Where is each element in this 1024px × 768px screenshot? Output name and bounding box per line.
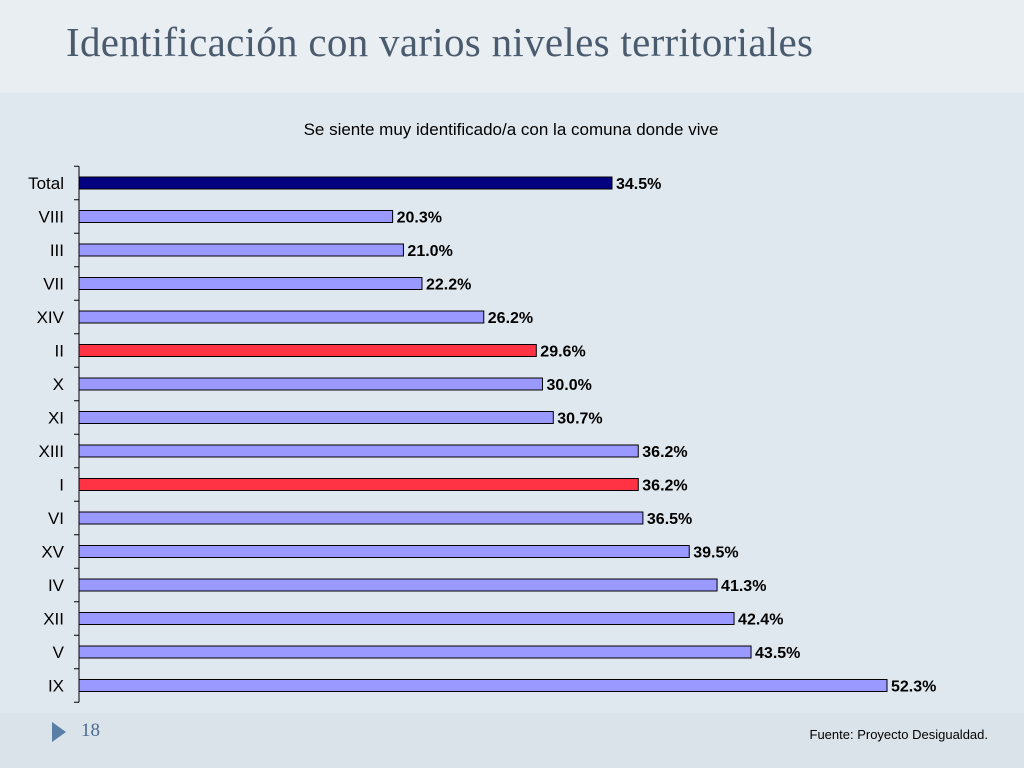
value-label: 34.5% [616,176,661,193]
category-label: IV [48,576,65,595]
category-label: VIII [38,208,64,227]
chart-axis [74,165,80,703]
value-label: 36.5% [647,511,692,528]
bar [78,176,613,190]
bar [78,511,644,525]
category-label: II [55,342,64,361]
category-label: XV [41,543,64,562]
category-label: XII [43,610,64,629]
bar [78,377,543,391]
bar [78,210,394,223]
footer-strip [0,713,1024,768]
chart-title: Se siente muy identificado/a con la comu… [304,120,719,139]
value-label: 36.2% [642,444,687,461]
category-label: III [50,241,64,260]
category-label: XI [48,409,64,428]
bar [78,411,554,424]
category-label: V [53,643,65,662]
bar [78,578,718,592]
title-band [0,0,1024,93]
bar [78,444,639,458]
category-label: VI [48,509,64,528]
bar [78,243,404,257]
value-label: 26.2% [488,310,533,327]
value-label: 29.6% [540,344,585,361]
category-label: IX [48,677,64,696]
value-label: 36.2% [642,478,687,495]
source-note: Fuente: Proyecto Desigualdad. [809,727,989,742]
bar [78,344,537,357]
value-label: 30.0% [546,377,591,394]
bar [78,612,735,625]
page-number: 18 [81,720,100,741]
chart-bars: Total 34.5%VIII 20.3%III 21.0%VII 22.2%XIV 26… [28,174,936,696]
category-label: I [59,476,64,495]
bar [78,545,690,558]
value-label: 30.7% [557,411,602,428]
value-label: 20.3% [397,210,442,227]
value-label: 43.5% [755,645,800,662]
value-label: 42.4% [738,612,783,629]
category-label: Total [28,174,64,193]
value-label: 41.3% [721,578,766,595]
bar [78,645,752,659]
category-label: VII [43,275,64,294]
value-label: 52.3% [891,679,936,696]
bar [78,478,639,491]
content-area [0,93,1024,713]
slide-title: Identificación con varios niveles territ… [66,19,814,65]
bar [78,310,485,324]
category-label: X [53,375,64,394]
bar [78,679,888,692]
bar [78,277,423,290]
value-label: 21.0% [407,243,452,260]
value-label: 22.2% [426,277,471,294]
value-label: 39.5% [693,545,738,562]
category-label: XIII [38,442,64,461]
category-label: XIV [37,308,65,327]
next-slide-arrow-icon[interactable] [52,722,66,742]
